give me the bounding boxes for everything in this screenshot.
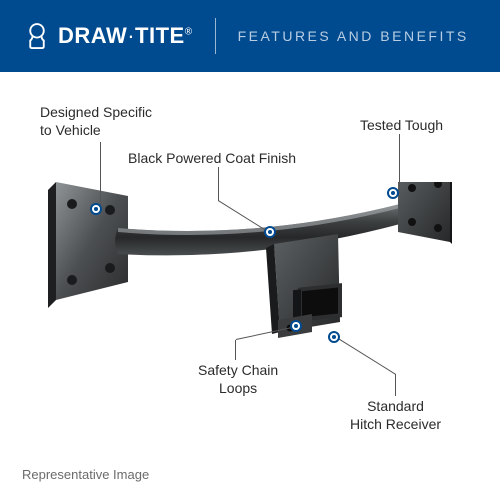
leader-line [218,167,219,201]
callout-marker [90,203,102,215]
brand-reg: ® [185,27,193,38]
brand-prefix: DRAW [58,23,127,48]
leader-line [399,134,400,198]
callout-label-receiver: StandardHitch Receiver [350,398,441,433]
header-subtitle: FEATURES AND BENEFITS [238,28,469,44]
diagram-stage: Designed Specificto Vehicle Tested Tough B… [0,72,500,500]
callout-label-tested: Tested Tough [360,117,443,135]
callout-label-finish: Black Powered Coat Finish [128,150,296,168]
callout-label-designed: Designed Specificto Vehicle [40,104,152,139]
callout-label-safety: Safety ChainLoops [198,362,278,397]
leader-line [395,374,396,396]
callout-marker [328,331,340,343]
callout-marker [264,226,276,238]
hitch-ball-icon [22,21,52,51]
brand-text: DRAW·TITE® [58,23,193,49]
callout-marker [387,187,399,199]
callout-marker [290,320,302,332]
brand-dot: · [127,23,135,48]
brand-suffix: TITE [135,23,185,48]
leader-line [235,340,236,360]
vertical-separator [215,18,216,54]
leader-line [100,142,101,214]
brand-logo: DRAW·TITE® [22,21,193,51]
footer-caption: Representative Image [22,467,149,482]
header-bar: DRAW·TITE® FEATURES AND BENEFITS [0,0,500,72]
